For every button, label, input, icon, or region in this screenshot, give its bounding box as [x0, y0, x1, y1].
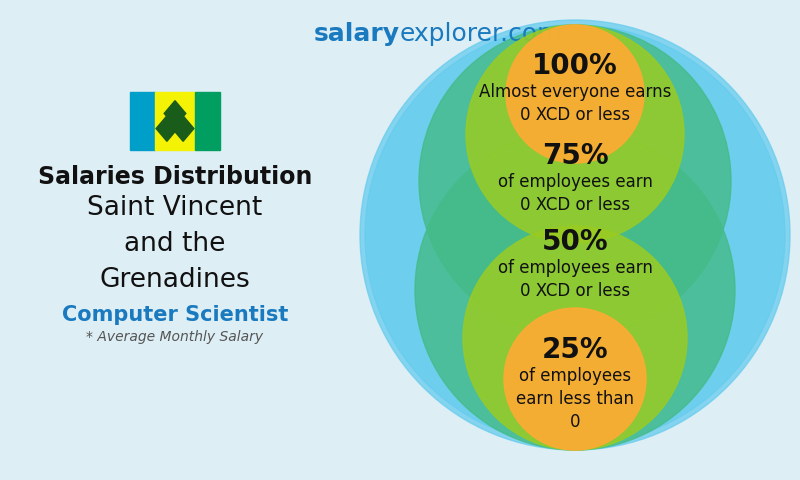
Circle shape: [506, 25, 644, 163]
Polygon shape: [156, 116, 178, 141]
Circle shape: [504, 308, 646, 450]
Circle shape: [415, 130, 735, 450]
Polygon shape: [172, 116, 194, 141]
Text: salary: salary: [314, 22, 400, 46]
Text: Computer Scientist: Computer Scientist: [62, 305, 288, 325]
Text: of employees earn
0 XCD or less: of employees earn 0 XCD or less: [498, 259, 653, 300]
Text: 50%: 50%: [542, 228, 608, 256]
Bar: [195, 92, 220, 150]
Circle shape: [419, 25, 731, 337]
Circle shape: [466, 25, 684, 243]
Circle shape: [463, 226, 687, 450]
Text: of employees earn
0 XCD or less: of employees earn 0 XCD or less: [498, 173, 653, 214]
Text: Salaries Distribution: Salaries Distribution: [38, 165, 312, 189]
Text: Almost everyone earns
0 XCD or less: Almost everyone earns 0 XCD or less: [479, 83, 671, 124]
Bar: [130, 92, 155, 150]
Text: explorer.com: explorer.com: [400, 22, 562, 46]
Text: * Average Monthly Salary: * Average Monthly Salary: [86, 330, 263, 344]
Text: 75%: 75%: [542, 142, 608, 170]
Polygon shape: [164, 101, 186, 126]
Text: 100%: 100%: [532, 52, 618, 80]
Text: 25%: 25%: [542, 336, 608, 364]
Circle shape: [360, 20, 790, 450]
Text: Saint Vincent
and the
Grenadines: Saint Vincent and the Grenadines: [87, 195, 262, 293]
Circle shape: [365, 25, 785, 445]
Bar: [155, 92, 195, 150]
Text: of employees
earn less than
0: of employees earn less than 0: [516, 367, 634, 431]
